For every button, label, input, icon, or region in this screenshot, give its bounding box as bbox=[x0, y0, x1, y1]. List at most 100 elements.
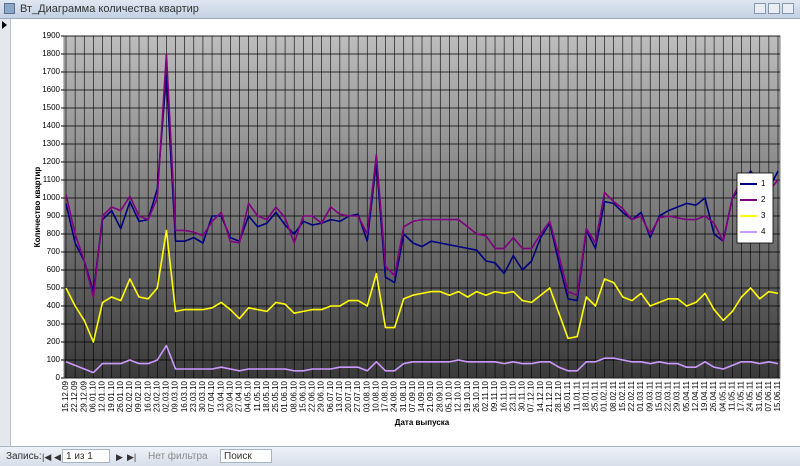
x-tick-label: 27.04.10 bbox=[235, 380, 244, 412]
x-tick-label: 02.02.10 bbox=[125, 380, 134, 412]
legend-label: 4 bbox=[761, 227, 766, 236]
x-tick-label: 11.05.11 bbox=[727, 380, 736, 411]
x-tick-label: 18.05.10 bbox=[262, 380, 271, 412]
x-axis-title: Дата выпуска bbox=[395, 418, 450, 427]
record-label: Запись: bbox=[6, 451, 42, 462]
x-tick-label: 22.12.09 bbox=[70, 380, 79, 412]
x-tick-label: 13.07.10 bbox=[335, 380, 344, 412]
x-tick-label: 15.06.11 bbox=[773, 380, 782, 411]
x-tick-label: 28.12.10 bbox=[554, 380, 563, 412]
x-tick-label: 07.04.10 bbox=[207, 380, 216, 412]
y-axis-title: Количество квартир bbox=[33, 167, 42, 248]
x-tick-label: 31.08.10 bbox=[399, 380, 408, 412]
x-tick-label: 14.12.10 bbox=[536, 380, 545, 412]
record-selector[interactable] bbox=[0, 19, 11, 446]
last-record-button[interactable]: ▶| bbox=[127, 452, 137, 462]
legend-label: 1 bbox=[761, 179, 766, 188]
x-tick-label: 09.11.10 bbox=[490, 380, 499, 411]
y-tick-label: 1500 bbox=[42, 103, 60, 112]
chart: 0 100 200 300 400 500 600 700 800 900 1000 1100 1200… bbox=[33, 31, 782, 427]
x-tick-label: 15.12.09 bbox=[61, 380, 70, 412]
y-tick-label: 900 bbox=[47, 211, 61, 220]
y-tick-label: 500 bbox=[47, 283, 61, 292]
x-tick-label: 19.04.11 bbox=[700, 380, 709, 411]
x-tick-label: 12.10.10 bbox=[454, 380, 463, 412]
x-tick-label: 29.12.09 bbox=[79, 380, 88, 412]
x-tick-label: 02.11.10 bbox=[481, 380, 490, 411]
x-tick-label: 24.08.10 bbox=[390, 380, 399, 412]
x-tick-label: 05.10.10 bbox=[444, 380, 453, 412]
x-tick-label: 22.06.10 bbox=[308, 380, 317, 412]
x-tick-label: 15.02.11 bbox=[618, 380, 627, 411]
y-tick-label: 400 bbox=[47, 301, 61, 310]
window-icon bbox=[4, 3, 15, 14]
y-tick-label: 1600 bbox=[42, 85, 60, 94]
minimize-button[interactable] bbox=[754, 3, 766, 14]
y-tick-label: 700 bbox=[47, 247, 61, 256]
y-tick-label: 200 bbox=[47, 337, 61, 346]
x-tick-label: 01.02.11 bbox=[600, 380, 609, 411]
x-tick-label: 06.07.10 bbox=[326, 380, 335, 412]
series-line bbox=[65, 53, 779, 298]
x-tick-label: 25.01.11 bbox=[591, 380, 600, 411]
x-tick-label: 26.04.11 bbox=[709, 380, 718, 411]
first-record-button[interactable]: |◀ bbox=[42, 452, 52, 462]
x-tick-label: 26.10.10 bbox=[472, 380, 481, 412]
x-tick-label: 30.11.10 bbox=[518, 380, 527, 411]
x-tick-label: 31.05.11 bbox=[755, 380, 764, 411]
x-tick-label: 24.05.11 bbox=[746, 380, 755, 411]
x-tick-label: 25.05.10 bbox=[271, 380, 280, 412]
x-tick-label: 05.01.11 bbox=[563, 380, 572, 411]
search-box[interactable]: Поиск bbox=[220, 449, 272, 463]
filter-status[interactable]: Нет фильтра bbox=[148, 451, 208, 462]
x-tick-label: 16.03.10 bbox=[180, 380, 189, 412]
x-tick-label: 04.05.10 bbox=[244, 380, 253, 412]
x-tick-label: 15.06.10 bbox=[298, 380, 307, 412]
x-tick-label: 09.03.11 bbox=[645, 380, 654, 411]
x-tick-label: 01.06.10 bbox=[280, 380, 289, 412]
next-record-button[interactable]: ▶ bbox=[116, 452, 123, 462]
x-tick-label: 21.09.10 bbox=[426, 380, 435, 412]
y-tick-label: 0 bbox=[56, 373, 61, 382]
x-tick-label: 07.12.10 bbox=[527, 380, 536, 412]
close-button[interactable] bbox=[782, 3, 794, 14]
x-tick-label: 20.07.10 bbox=[344, 380, 353, 412]
title-bar: Вт_Диаграмма количества квартир bbox=[0, 0, 800, 19]
x-tick-label: 07.06.11 bbox=[764, 380, 773, 411]
record-position[interactable]: 1 из 1 bbox=[62, 449, 110, 463]
x-tick-label: 29.06.10 bbox=[317, 380, 326, 412]
x-tick-label: 12.04.11 bbox=[691, 380, 700, 411]
x-tick-label: 17.08.10 bbox=[381, 380, 390, 412]
x-tick-label: 18.01.11 bbox=[581, 380, 590, 411]
y-tick-label: 1800 bbox=[42, 49, 60, 58]
y-tick-label: 1700 bbox=[42, 67, 60, 76]
y-tick-label: 300 bbox=[47, 319, 61, 328]
current-record-arrow bbox=[2, 21, 7, 29]
prev-record-button[interactable]: ◀ bbox=[54, 452, 61, 462]
maximize-button[interactable] bbox=[768, 3, 780, 14]
y-tick-label: 1100 bbox=[43, 175, 61, 184]
x-tick-label: 28.09.10 bbox=[435, 380, 444, 412]
y-tick-label: 1200 bbox=[42, 157, 60, 166]
x-tick-label: 30.03.10 bbox=[198, 380, 207, 412]
x-tick-label: 01.03.11 bbox=[636, 380, 645, 411]
series-line bbox=[65, 344, 779, 374]
x-tick-label: 09.02.10 bbox=[134, 380, 143, 412]
x-tick-label: 03.08.10 bbox=[362, 380, 371, 412]
x-tick-label: 11.01.11 bbox=[572, 380, 581, 411]
y-tick-label: 1000 bbox=[42, 193, 60, 202]
x-tick-label: 05.04.11 bbox=[682, 380, 691, 411]
x-tick-label: 07.09.10 bbox=[408, 380, 417, 412]
x-tick-label: 17.05.11 bbox=[737, 380, 746, 411]
x-tick-label: 29.03.11 bbox=[673, 380, 682, 411]
x-tick-label: 02.03.10 bbox=[162, 380, 171, 412]
x-tick-label: 20.04.10 bbox=[225, 380, 234, 412]
x-tick-label: 21.12.10 bbox=[545, 380, 554, 412]
x-tick-label: 11.05.10 bbox=[253, 380, 262, 411]
x-tick-label: 22.03.11 bbox=[664, 380, 673, 411]
x-tick-label: 04.05.11 bbox=[718, 380, 727, 411]
x-tick-label: 12.01.10 bbox=[98, 380, 107, 412]
y-tick-label: 1900 bbox=[42, 31, 60, 40]
y-tick-label: 1400 bbox=[42, 121, 60, 130]
